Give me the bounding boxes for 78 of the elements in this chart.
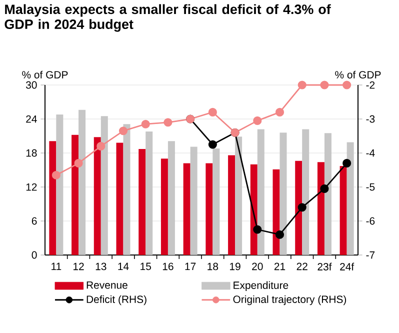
bar — [49, 141, 56, 255]
point — [342, 158, 352, 168]
chart-title: Malaysia expects a smaller fiscal deficit of 4.3% of GDP in 2024 budget — [4, 4, 331, 32]
bar — [346, 142, 354, 255]
bar — [72, 134, 79, 255]
point — [253, 116, 262, 125]
x-tick-label: 19 — [230, 262, 240, 270]
legend-label: Deficit (RHS) — [86, 295, 146, 306]
bar — [228, 155, 236, 255]
y-tick-label: 18 — [26, 149, 37, 157]
point — [164, 118, 172, 127]
x-tick-label: 20 — [252, 262, 263, 270]
x-tick-label: 23f — [318, 262, 332, 270]
point — [118, 126, 128, 136]
bar — [56, 114, 64, 255]
bar — [190, 146, 198, 255]
bar — [160, 158, 168, 255]
x-tick-label: 12 — [74, 262, 84, 270]
point — [52, 170, 60, 180]
bar — [257, 129, 264, 255]
point — [74, 158, 83, 168]
bar — [183, 163, 190, 255]
point — [298, 203, 306, 212]
point — [320, 184, 329, 193]
point — [342, 80, 352, 90]
x-tick-label: 24f — [340, 262, 354, 270]
bar — [206, 163, 213, 255]
legend-label: Original trajectory (RHS) — [233, 295, 346, 306]
bar — [324, 133, 332, 255]
bar — [212, 148, 220, 255]
y-tick-label: 12 — [26, 183, 37, 191]
bar — [146, 131, 153, 255]
point — [275, 230, 284, 239]
x-tick-label: 18 — [208, 262, 218, 270]
y2-tick-label: -2 — [366, 81, 375, 89]
bar — [280, 132, 287, 255]
y-axis-title: % of GDP — [22, 70, 68, 78]
x-tick-label: 11 — [52, 262, 62, 270]
x-tick-label: 17 — [185, 262, 196, 270]
x-tick-label: 16 — [162, 262, 174, 270]
y2-tick-label: -4 — [366, 149, 375, 157]
bar — [317, 162, 324, 255]
y2-tick-label: -6 — [366, 217, 375, 225]
y-tick-label: 0 — [32, 251, 37, 259]
x-tick-label: 14 — [118, 262, 129, 270]
bar — [272, 169, 280, 255]
bar — [100, 116, 108, 255]
y2-axis-title: % of GDP — [335, 70, 381, 78]
bar — [78, 110, 86, 255]
y-tick-label: 30 — [26, 81, 37, 89]
y2-tick-label: -3 — [366, 115, 375, 123]
bar — [302, 129, 310, 255]
bar — [295, 160, 302, 255]
bar — [94, 137, 101, 255]
x-tick-label: 22 — [296, 262, 308, 270]
bar — [116, 142, 124, 255]
point — [208, 140, 217, 149]
point — [141, 120, 150, 128]
legend-label: Revenue — [86, 281, 128, 289]
x-tick-label: 21 — [274, 262, 286, 270]
bar — [168, 141, 175, 255]
bar — [123, 124, 130, 255]
point — [96, 142, 106, 150]
x-tick-label: 15 — [140, 262, 151, 270]
point — [208, 108, 217, 116]
legend-label: Expenditure — [234, 281, 288, 292]
point — [253, 225, 262, 234]
y-tick-label: 24 — [26, 115, 37, 123]
y-tick-label: 6 — [32, 217, 37, 225]
bar — [138, 149, 146, 255]
bar — [235, 136, 242, 255]
point — [275, 108, 284, 116]
point — [320, 80, 329, 90]
bar — [340, 166, 347, 255]
y2-tick-label: -5 — [366, 183, 375, 191]
point — [298, 80, 306, 90]
x-tick-label: 13 — [96, 262, 106, 270]
y2-tick-label: -7 — [366, 251, 375, 259]
